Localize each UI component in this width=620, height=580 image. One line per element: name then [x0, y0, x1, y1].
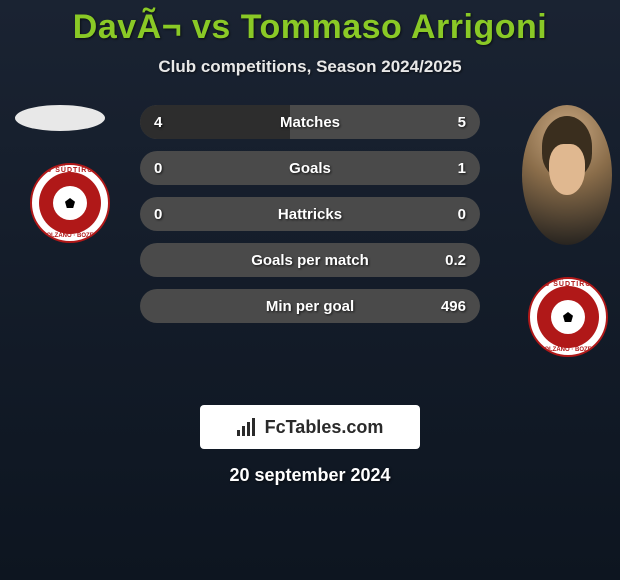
- club-badge-right: FC SÜDTIROL BOLZANO · BOZEN: [528, 277, 608, 357]
- stat-row: Min per goal 496: [140, 289, 480, 323]
- stat-right-value: 5: [458, 114, 466, 131]
- club-badge-left: FC SÜDTIROL BOLZANO · BOZEN: [30, 163, 110, 243]
- stat-right-value: 1: [458, 160, 466, 177]
- badge-text-bottom: BOLZANO · BOZEN: [32, 233, 108, 239]
- page-title: DavÃ¬ vs Tommaso Arrigoni: [0, 8, 620, 47]
- stat-right-value: 0.2: [445, 252, 466, 269]
- stat-label: Min per goal: [140, 298, 480, 315]
- stat-label: Matches: [140, 114, 480, 131]
- stat-label: Goals per match: [140, 252, 480, 269]
- chart-icon: [237, 418, 259, 436]
- badge-inner: [537, 286, 599, 348]
- main-area: FC SÜDTIROL BOLZANO · BOZEN FC SÜDTIROL …: [0, 105, 620, 365]
- soccer-ball-icon: [551, 300, 585, 334]
- stat-label: Hattricks: [140, 206, 480, 223]
- stat-row: 0 Hattricks 0: [140, 197, 480, 231]
- stat-row: 0 Goals 1: [140, 151, 480, 185]
- stat-right-value: 0: [458, 206, 466, 223]
- stats-table: 4 Matches 5 0 Goals 1 0 Hattricks 0 Goal…: [140, 105, 480, 335]
- badge-text-bottom: BOLZANO · BOZEN: [530, 347, 606, 353]
- stat-right-value: 496: [441, 298, 466, 315]
- page-subtitle: Club competitions, Season 2024/2025: [0, 57, 620, 77]
- brand-text: FcTables.com: [265, 417, 384, 438]
- comparison-card: DavÃ¬ vs Tommaso Arrigoni Club competiti…: [0, 0, 620, 486]
- stat-label: Goals: [140, 160, 480, 177]
- stat-row: 4 Matches 5: [140, 105, 480, 139]
- soccer-ball-icon: [53, 186, 87, 220]
- stat-row: Goals per match 0.2: [140, 243, 480, 277]
- badge-inner: [39, 172, 101, 234]
- player-photo-left: [15, 105, 105, 131]
- footer-date: 20 september 2024: [0, 465, 620, 486]
- player-photo-right: [522, 105, 612, 245]
- brand-logo[interactable]: FcTables.com: [200, 405, 420, 449]
